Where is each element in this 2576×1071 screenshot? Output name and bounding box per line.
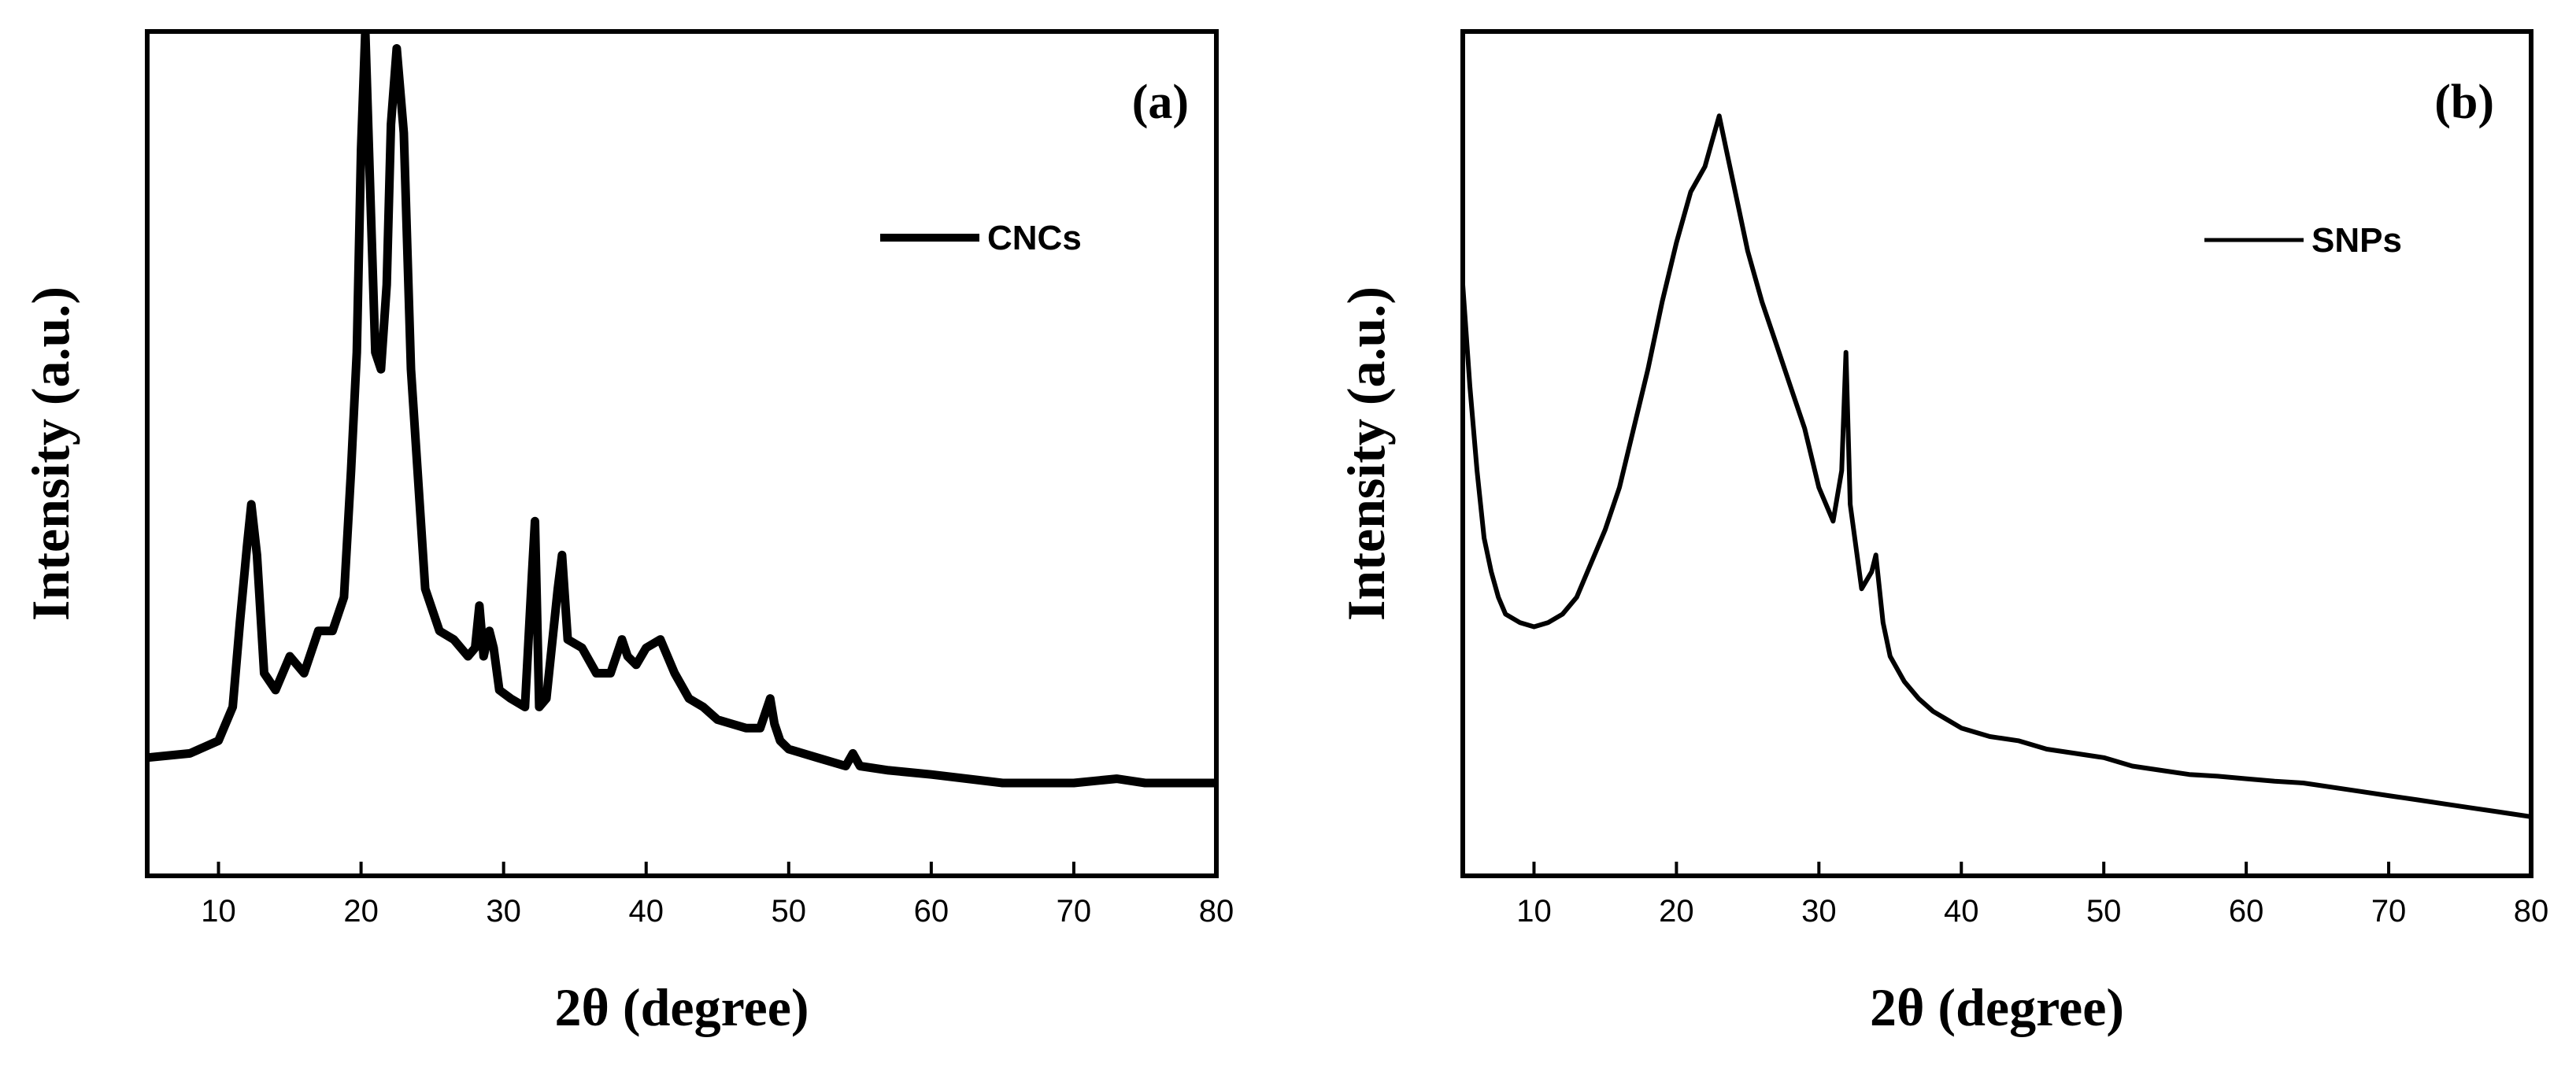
- x-tick-label: 10: [1516, 894, 1552, 929]
- x-tick-label: 10: [201, 894, 236, 929]
- x-tick-label: 50: [772, 894, 807, 929]
- x-tick-label: 30: [486, 894, 521, 929]
- x-tick-label: 80: [2514, 894, 2549, 929]
- chart-panel-b: 10 20 30 40 50 60 70 80 2θ (degree) Intensity (a.…: [1336, 29, 2549, 1037]
- x-axis-title: 2θ (degree): [1870, 977, 2124, 1037]
- x-tick-label: 80: [1199, 894, 1234, 929]
- chart-panel-a: 10 20 30 40 50 60 70 80 2θ (degree) Intensity (a.…: [20, 29, 1234, 1037]
- x-tick-label: 60: [2229, 894, 2264, 929]
- x-tick-label: 20: [343, 894, 379, 929]
- x-tick-label: 40: [1944, 894, 1979, 929]
- x-axis-title: 2θ (degree): [554, 977, 809, 1037]
- x-tick-label: 20: [1659, 894, 1694, 929]
- y-axis-title: Intensity (a.u.): [20, 286, 80, 621]
- y-axis-title: Intensity (a.u.): [1336, 286, 1396, 621]
- legend-label: CNCs: [987, 219, 1082, 257]
- panel-label: (a): [1132, 76, 1189, 129]
- x-tick-label: 40: [628, 894, 664, 929]
- legend-label: SNPs: [2311, 221, 2402, 260]
- panel-label: (b): [2434, 76, 2494, 129]
- x-tick-label: 70: [2371, 894, 2407, 929]
- x-tick-label: 70: [1057, 894, 1092, 929]
- x-tick-label: 50: [2086, 894, 2122, 929]
- series-line-snps: [1463, 113, 2531, 819]
- plot-frame: [1460, 29, 2533, 878]
- x-tick-label: 60: [914, 894, 949, 929]
- plot-frame: [145, 29, 1219, 878]
- series-line-cncs: [147, 31, 1216, 788]
- x-tick-label: 30: [1801, 894, 1837, 929]
